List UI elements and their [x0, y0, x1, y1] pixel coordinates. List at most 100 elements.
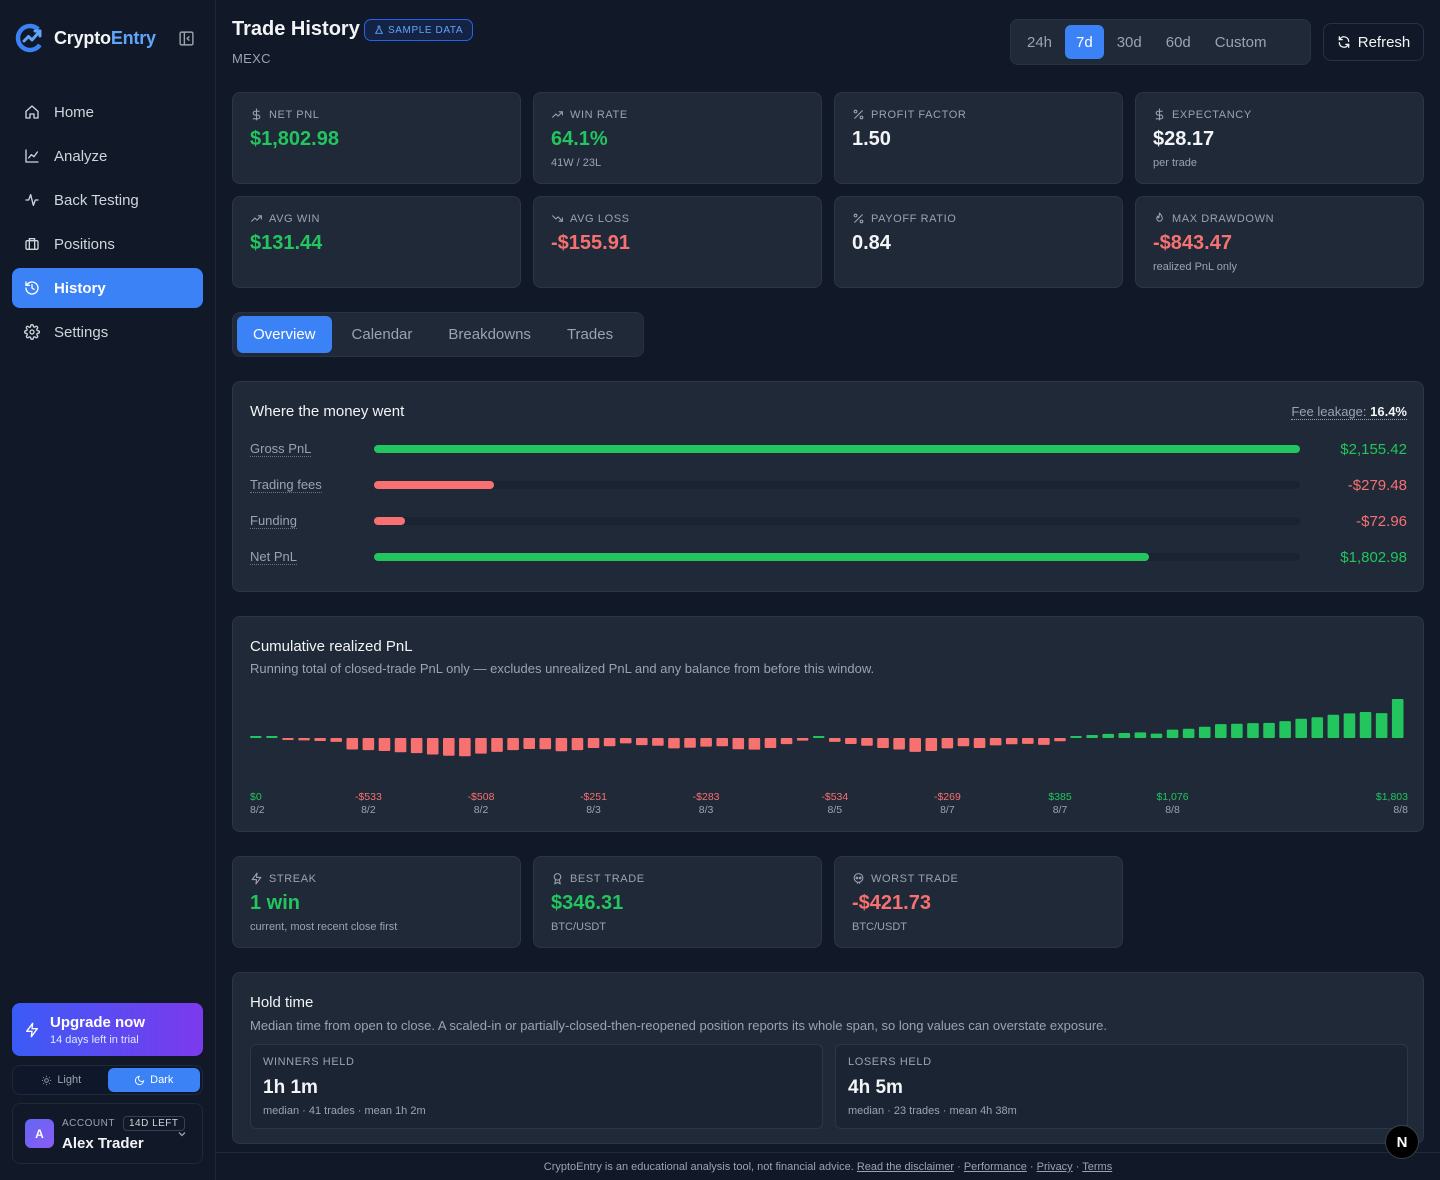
sidebar-item-positions[interactable]: Positions: [12, 224, 203, 264]
cumulative-bar[interactable]: [523, 738, 535, 749]
cumulative-bar[interactable]: [298, 738, 310, 741]
tab-breakdowns[interactable]: Breakdowns: [448, 326, 531, 343]
cumulative-bar[interactable]: [1279, 721, 1291, 738]
footer-link-performance[interactable]: Performance: [963, 1161, 1027, 1173]
cumulative-bar[interactable]: [909, 738, 921, 752]
cumulative-bar[interactable]: [507, 738, 519, 751]
cumulative-bar[interactable]: [1198, 726, 1211, 738]
cumulative-bar[interactable]: [587, 738, 600, 748]
sidebar-item-settings[interactable]: Settings: [12, 312, 203, 352]
theme-dark-option[interactable]: Dark: [107, 1068, 200, 1092]
sidebar-item-analyze[interactable]: Analyze: [12, 136, 203, 176]
money-row-label[interactable]: Net PnL: [250, 549, 297, 565]
cumulative-bar[interactable]: [426, 738, 439, 755]
cumulative-bar[interactable]: [877, 738, 889, 748]
cumulative-bar[interactable]: [1359, 712, 1372, 738]
cumulative-bar[interactable]: [812, 736, 825, 738]
cumulative-bar[interactable]: [314, 738, 326, 742]
range-7d-button[interactable]: 7d: [1065, 25, 1104, 59]
cumulative-bar[interactable]: [346, 738, 359, 750]
upgrade-button[interactable]: Upgrade now 14 days left in trial: [12, 1003, 203, 1056]
money-row-label[interactable]: Funding: [250, 513, 297, 529]
cumulative-bar[interactable]: [1231, 723, 1243, 738]
cumulative-bar[interactable]: [1215, 724, 1227, 738]
cumulative-bar[interactable]: [459, 738, 471, 757]
cumulative-bar[interactable]: [893, 738, 905, 750]
cumulative-bar[interactable]: [619, 738, 632, 744]
cumulative-bar[interactable]: [636, 738, 648, 746]
cumulative-bar[interactable]: [1166, 729, 1179, 738]
cumulative-bar[interactable]: [1134, 732, 1147, 738]
cumulative-bar[interactable]: [266, 736, 278, 738]
tab-overview[interactable]: Overview: [237, 316, 332, 353]
cumulative-bar[interactable]: [1182, 728, 1195, 738]
cumulative-bar[interactable]: [748, 738, 761, 750]
cumulative-bar[interactable]: [1005, 738, 1018, 745]
cumulative-bar[interactable]: [603, 738, 616, 747]
range-24h-button[interactable]: 24h: [1027, 33, 1053, 51]
cumulative-bar[interactable]: [1118, 733, 1131, 738]
cumulative-bar[interactable]: [1263, 722, 1275, 738]
cumulative-bar[interactable]: [780, 738, 793, 745]
cumulative-bar[interactable]: [1086, 734, 1098, 738]
cumulative-bar[interactable]: [394, 738, 407, 753]
cumulative-bar[interactable]: [1375, 713, 1388, 738]
cumulative-bar[interactable]: [1070, 736, 1082, 738]
cumulative-bar[interactable]: [829, 738, 841, 742]
cumulative-bar[interactable]: [555, 738, 568, 752]
cumulative-bar[interactable]: [732, 738, 745, 750]
cumulative-bar[interactable]: [845, 738, 857, 745]
money-row-label[interactable]: Gross PnL: [250, 441, 312, 457]
cumulative-bar[interactable]: [957, 738, 970, 747]
cumulative-bar[interactable]: [716, 738, 728, 747]
cumulative-bar[interactable]: [443, 738, 455, 756]
cumulative-bar[interactable]: [378, 738, 391, 751]
cumulative-bar[interactable]: [1038, 738, 1050, 745]
cumulative-bar[interactable]: [861, 738, 873, 746]
cumulative-bar[interactable]: [700, 738, 712, 747]
cumulative-bar[interactable]: [1311, 717, 1324, 738]
cumulative-bar[interactable]: [1054, 738, 1066, 742]
footer-link-privacy[interactable]: Privacy: [1036, 1161, 1073, 1173]
cumulative-bar[interactable]: [571, 738, 584, 751]
cumulative-bar[interactable]: [475, 738, 487, 754]
theme-light-option[interactable]: Light: [15, 1068, 108, 1092]
dev-indicator-badge[interactable]: N: [1385, 1125, 1419, 1159]
sidebar-item-back-testing[interactable]: Back Testing: [12, 180, 203, 220]
cumulative-bar[interactable]: [1295, 718, 1307, 738]
cumulative-bar[interactable]: [668, 738, 680, 749]
cumulative-bar[interactable]: [250, 736, 262, 738]
footer-link-terms[interactable]: Terms: [1082, 1161, 1113, 1173]
cumulative-bar[interactable]: [1343, 713, 1356, 738]
cumulative-bar[interactable]: [684, 738, 696, 748]
sidebar-item-history[interactable]: History: [12, 268, 203, 308]
cumulative-bar[interactable]: [410, 738, 423, 754]
cumulative-bar[interactable]: [1102, 733, 1114, 738]
footer-link-read-the-disclaimer[interactable]: Read the disclaimer: [856, 1161, 955, 1173]
cumulative-bar[interactable]: [764, 738, 777, 748]
money-row-label[interactable]: Trading fees: [250, 477, 322, 493]
cumulative-bar[interactable]: [1022, 738, 1034, 744]
brand[interactable]: CryptoEntry: [14, 22, 156, 54]
range-custom-button[interactable]: Custom: [1214, 33, 1267, 51]
cumulative-bar[interactable]: [1247, 723, 1259, 738]
tab-calendar[interactable]: Calendar: [351, 326, 413, 343]
refresh-button[interactable]: Refresh: [1323, 23, 1424, 61]
cumulative-bar[interactable]: [362, 738, 375, 751]
cumulative-bar[interactable]: [539, 738, 552, 750]
cumulative-bar[interactable]: [1150, 733, 1163, 738]
range-30d-button[interactable]: 30d: [1116, 33, 1142, 51]
collapse-sidebar-icon[interactable]: [178, 30, 195, 47]
fee-leakage[interactable]: Fee leakage: 16.4%: [1291, 404, 1407, 420]
tab-trades[interactable]: Trades: [566, 326, 614, 343]
cumulative-bar[interactable]: [925, 738, 938, 751]
cumulative-bar[interactable]: [491, 738, 503, 752]
cumulative-bar[interactable]: [796, 738, 809, 741]
cumulative-bar[interactable]: [652, 738, 664, 746]
account-menu[interactable]: A ACCOUNT 14D LEFT Alex Trader: [12, 1103, 203, 1164]
cumulative-bar[interactable]: [1391, 699, 1404, 738]
cumulative-bar[interactable]: [330, 738, 342, 742]
sidebar-item-home[interactable]: Home: [12, 92, 203, 132]
cumulative-bar[interactable]: [989, 738, 1002, 746]
cumulative-bar[interactable]: [941, 738, 954, 749]
